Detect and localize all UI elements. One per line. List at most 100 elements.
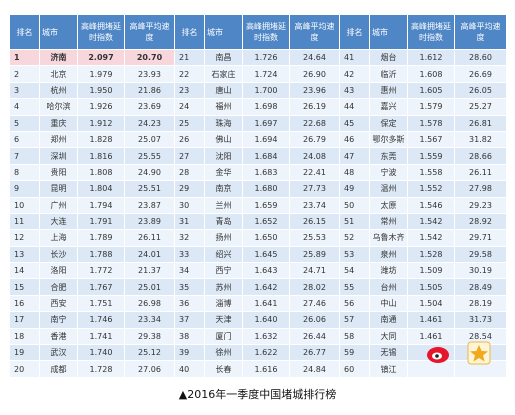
avg-speed: 26.11 xyxy=(454,163,507,182)
city: 上海 xyxy=(39,229,78,247)
table-row: 20 成都 1.728 27.06 40 长春 1.616 24.84 60 镇江 xyxy=(9,360,507,378)
star-icon xyxy=(470,345,488,362)
city: 天津 xyxy=(204,311,243,329)
avg-speed: 21.86 xyxy=(124,81,175,100)
avg-speed: 22.41 xyxy=(289,163,340,182)
delay-index: 1.751 xyxy=(77,294,125,313)
delay-index: 1.509 xyxy=(407,262,455,280)
city: 重庆 xyxy=(39,114,78,132)
city: 青岛 xyxy=(204,212,243,231)
city: 广州 xyxy=(39,196,78,214)
avg-speed: 27.46 xyxy=(289,294,340,313)
delay-index: 1.697 xyxy=(242,114,290,132)
city: 镇江 xyxy=(369,360,408,378)
rank: 40 xyxy=(174,360,205,378)
avg-speed: 28.02 xyxy=(289,278,340,296)
table-row: 11 大连 1.791 23.89 31 青岛 1.652 26.15 51 常州 1.542 28.… xyxy=(9,212,507,231)
avg-speed: 25.89 xyxy=(289,245,340,264)
city: 保定 xyxy=(369,114,408,132)
weibo-icon-dot xyxy=(435,354,439,358)
delay-index: 1.828 xyxy=(77,130,125,149)
avg-speed: 31.73 xyxy=(454,311,507,329)
avg-speed: 26.98 xyxy=(124,294,175,313)
table-row: 1 济南 2.097 20.70 21 南昌 1.726 24.64 41 烟台 1.612 28.6… xyxy=(9,48,507,67)
table-row: 4 哈尔滨 1.926 23.69 24 福州 1.698 26.19 44 嘉兴 1.579 25.… xyxy=(9,98,507,116)
city: 贵阳 xyxy=(39,163,78,182)
rank: 9 xyxy=(9,180,40,198)
avg-speed: 20.70 xyxy=(124,48,175,67)
delay-index: 1.650 xyxy=(242,229,290,247)
city: 北京 xyxy=(39,65,78,83)
delay-index: 1.767 xyxy=(77,278,125,296)
speed-header: 高峰平均速度 xyxy=(124,14,175,50)
city: 宁波 xyxy=(369,163,408,182)
rank: 27 xyxy=(174,147,205,165)
avg-speed: 26.77 xyxy=(289,344,340,362)
empty-cell xyxy=(454,360,507,378)
delay-index: 1.578 xyxy=(407,114,455,132)
delay-index: 1.605 xyxy=(407,81,455,100)
rank-header: 排名 xyxy=(339,14,370,50)
avg-speed: 26.81 xyxy=(454,114,507,132)
city: 武汉 xyxy=(39,344,78,362)
avg-speed: 24.01 xyxy=(124,245,175,264)
index-header: 高峰拥堵延时指数 xyxy=(77,14,125,50)
empty-cell xyxy=(407,360,455,378)
rank: 58 xyxy=(339,327,370,346)
avg-speed: 28.49 xyxy=(454,278,507,296)
city: 成都 xyxy=(39,360,78,378)
rank: 4 xyxy=(9,98,40,116)
delay-index: 1.616 xyxy=(242,360,290,378)
city: 石家庄 xyxy=(204,65,243,83)
delay-index: 1.552 xyxy=(407,180,455,198)
table-row: 5 重庆 1.912 24.23 25 珠海 1.697 22.68 45 保定 1.578 26.8… xyxy=(9,114,507,132)
avg-speed: 28.66 xyxy=(454,147,507,165)
avg-speed: 23.87 xyxy=(124,196,175,214)
rank: 37 xyxy=(174,311,205,329)
city: 东莞 xyxy=(369,147,408,165)
delay-index: 1.794 xyxy=(77,196,125,214)
delay-index: 1.567 xyxy=(407,130,455,149)
rank: 41 xyxy=(339,48,370,67)
rank: 42 xyxy=(339,65,370,83)
caption: ▲2016年一季度中国堵城排行榜 xyxy=(178,388,337,401)
index-header: 高峰拥堵延时指数 xyxy=(242,14,290,50)
city: 福州 xyxy=(204,98,243,116)
delay-index: 1.683 xyxy=(242,163,290,182)
rank: 50 xyxy=(339,196,370,214)
city: 洛阳 xyxy=(39,262,78,280)
avg-speed: 24.90 xyxy=(124,163,175,182)
avg-speed: 28.54 xyxy=(454,327,507,346)
avg-speed: 25.55 xyxy=(124,147,175,165)
city: 南宁 xyxy=(39,311,78,329)
table-row: 13 长沙 1.788 24.01 33 绍兴 1.645 25.89 53 泉州 1.528 29.… xyxy=(9,245,507,264)
city: 温州 xyxy=(369,180,408,198)
city: 佛山 xyxy=(204,130,243,149)
rank: 17 xyxy=(9,311,40,329)
city: 徐州 xyxy=(204,344,243,362)
avg-speed: 26.19 xyxy=(289,98,340,116)
rank: 6 xyxy=(9,130,40,149)
city: 乌鲁木齐 xyxy=(369,229,408,247)
rank: 26 xyxy=(174,130,205,149)
delay-index: 1.612 xyxy=(407,48,455,67)
rank: 56 xyxy=(339,294,370,313)
delay-index: 1.746 xyxy=(77,311,125,329)
speed-header: 高峰平均速度 xyxy=(289,14,340,50)
city: 绍兴 xyxy=(204,245,243,264)
city: 大连 xyxy=(39,212,78,231)
delay-index: 1.579 xyxy=(407,98,455,116)
delay-index: 1.926 xyxy=(77,98,125,116)
rank: 46 xyxy=(339,130,370,149)
city: 淄博 xyxy=(204,294,243,313)
avg-speed: 21.37 xyxy=(124,262,175,280)
rank: 28 xyxy=(174,163,205,182)
city: 香港 xyxy=(39,327,78,346)
city: 鄂尔多斯 xyxy=(369,130,408,149)
delay-index: 2.097 xyxy=(77,48,125,67)
rank: 47 xyxy=(339,147,370,165)
rank: 35 xyxy=(174,278,205,296)
delay-index: 1.659 xyxy=(242,196,290,214)
avg-speed: 28.92 xyxy=(454,212,507,231)
rank: 53 xyxy=(339,245,370,264)
